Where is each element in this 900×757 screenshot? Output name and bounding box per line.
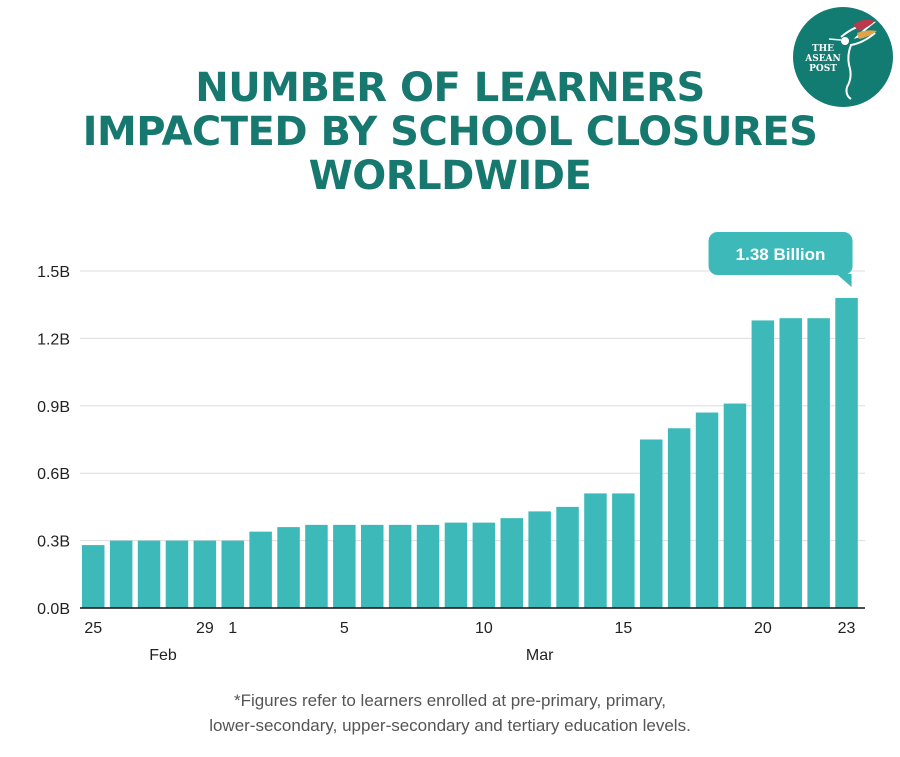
y-tick-label: 0.3B — [37, 534, 70, 551]
x-tick-label: 15 — [614, 620, 632, 637]
hummingbird-icon — [828, 19, 877, 100]
footnote-line-2: lower-secondary, upper-secondary and ter… — [209, 716, 691, 735]
bar — [361, 524, 384, 608]
x-tick-label: 10 — [475, 620, 493, 637]
y-tick-label: 0.9B — [37, 399, 70, 416]
bar — [779, 318, 802, 608]
x-tick-label: 20 — [754, 620, 772, 637]
bar — [249, 531, 272, 608]
month-label: Mar — [526, 647, 554, 664]
chart-title: NUMBER OF LEARNERS IMPACTED BY SCHOOL CL… — [0, 66, 900, 198]
footnote-line-1: *Figures refer to learners enrolled at p… — [233, 691, 667, 710]
bar — [751, 320, 775, 608]
bar — [500, 518, 523, 608]
title-line-1: NUMBER OF LEARNERS — [195, 65, 705, 111]
bar — [193, 540, 217, 608]
bar — [444, 522, 468, 608]
bar — [835, 297, 858, 608]
title-line-2: IMPACTED BY SCHOOL CLOSURES — [82, 109, 818, 155]
x-tick-label: 23 — [838, 620, 856, 637]
title-line-3: WORLDWIDE — [308, 153, 592, 199]
bar — [640, 439, 663, 608]
y-tick-label: 1.2B — [37, 331, 70, 348]
bar — [612, 493, 635, 608]
callout-label: 1.38 Billion — [736, 245, 826, 264]
bar — [165, 540, 189, 608]
month-label: Feb — [149, 647, 177, 664]
x-tick-label: 1 — [228, 620, 237, 637]
bar — [333, 524, 356, 608]
bar — [584, 493, 607, 608]
bar — [807, 318, 830, 608]
callout-pointer — [836, 274, 852, 287]
x-tick-label: 25 — [84, 620, 102, 637]
x-tick-label: 5 — [340, 620, 349, 637]
bar — [472, 522, 496, 608]
y-tick-label: 0.6B — [37, 466, 70, 483]
bar — [221, 540, 244, 608]
bar — [556, 506, 579, 608]
bar — [528, 511, 551, 608]
y-tick-label: 0.0B — [37, 601, 70, 618]
logo-wordmark: THE ASEAN POST — [805, 44, 841, 74]
bar — [305, 524, 328, 608]
bar — [388, 524, 412, 608]
bar — [416, 524, 440, 608]
y-tick-label: 1.5B — [37, 264, 70, 281]
asean-post-logo: THE ASEAN POST — [793, 7, 893, 107]
bar — [277, 527, 300, 608]
bar — [82, 545, 105, 608]
bar — [695, 412, 719, 608]
x-tick-label: 29 — [196, 620, 214, 637]
bar — [137, 540, 161, 608]
footnote: *Figures refer to learners enrolled at p… — [0, 688, 900, 738]
bar — [109, 540, 133, 608]
bar — [667, 428, 691, 608]
callout-box — [708, 232, 853, 275]
bar — [723, 403, 747, 608]
